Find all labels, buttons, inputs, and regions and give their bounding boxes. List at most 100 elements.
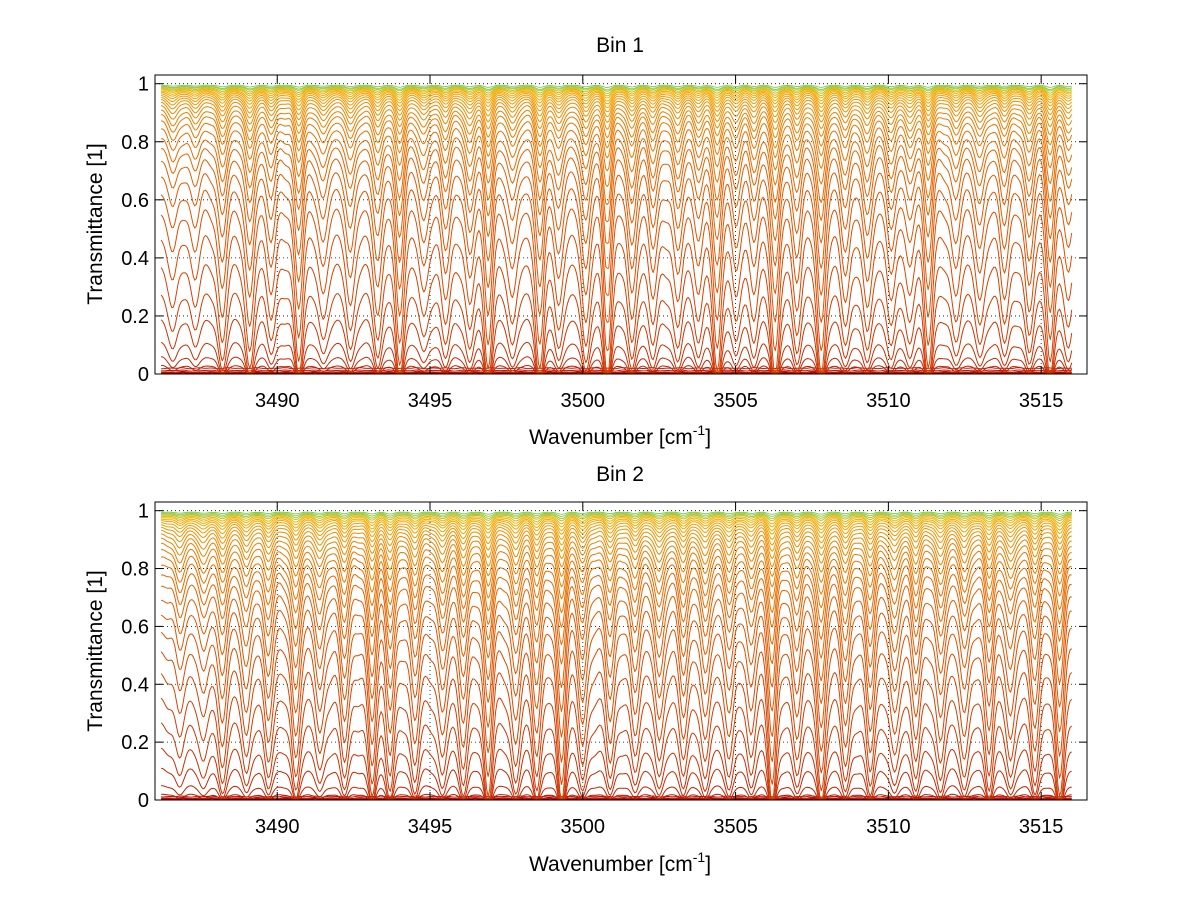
spectrum-series	[161, 514, 1072, 522]
spectrum-series	[160, 533, 1072, 568]
spectrum-series	[160, 171, 1073, 269]
x-ticks: 3490 3495 3500 3505 3510 3515	[255, 75, 1063, 412]
x-axis-label: Wavenumber [cm-1]	[529, 849, 711, 876]
spectrum-series	[160, 94, 1073, 113]
x-tick-label: 3515	[1019, 816, 1064, 838]
x-tick-label: 3510	[866, 816, 911, 838]
spectrum-series	[161, 785, 1072, 800]
y-tick-label: 1	[138, 501, 149, 523]
x-tick-label: 3495	[408, 390, 453, 412]
spectrum-series	[161, 513, 1072, 520]
spectrum-series	[160, 101, 1073, 130]
spectrum-series	[161, 563, 1072, 628]
y-tick-label: 0.4	[121, 248, 149, 270]
spectrum-series	[161, 555, 1072, 614]
x-tick-label: 3505	[713, 390, 758, 412]
y-ticks: 0 0.2 0.4 0.6 0.8 1	[121, 501, 1087, 812]
subplot-bin-1: Bin 1 3490 3495 3500 3505 3510 3515 0 0.2 0.4 0.…	[84, 34, 1088, 449]
spectrum-series	[161, 120, 1073, 172]
spectrum-series	[161, 87, 1072, 94]
x-ticks: 3490 3495 3500 3505 3510 3515	[255, 502, 1063, 838]
spectrum-series	[160, 98, 1073, 123]
spectrum-series	[161, 369, 1072, 372]
spectrum-series	[161, 88, 1072, 99]
x-tick-label: 3505	[713, 816, 758, 838]
spectrum-series	[160, 722, 1073, 800]
spectrum-series	[161, 523, 1072, 546]
spectrum-series	[160, 96, 1073, 118]
spectrum-series	[161, 367, 1072, 370]
spectrum-series	[160, 526, 1072, 552]
y-tick-label: 0.2	[121, 732, 149, 754]
spectrum-series	[161, 548, 1072, 600]
spectrum-series	[161, 370, 1072, 373]
x-tick-label: 3510	[866, 390, 911, 412]
spectrum-series	[160, 208, 1073, 323]
y-tick-label: 1	[138, 74, 149, 96]
spectrum-series	[160, 105, 1073, 139]
spectrum-series	[161, 88, 1072, 97]
plot-title: Bin 2	[596, 463, 644, 486]
spectrum-series	[161, 364, 1073, 374]
spectrum-series	[161, 114, 1073, 159]
y-axis-label: Transmittance [1]	[84, 570, 107, 731]
x-tick-label: 3490	[255, 816, 300, 838]
spectrum-series	[161, 90, 1072, 102]
spectrum-series	[160, 609, 1072, 712]
spectrum-series	[161, 793, 1072, 800]
spectrum-series	[161, 516, 1072, 528]
spectrum-series	[160, 356, 1073, 374]
x-axis-label: Wavenumber [cm-1]	[529, 422, 711, 449]
y-tick-label: 0.6	[121, 190, 149, 212]
spectrum-series	[161, 542, 1072, 588]
spectrum-series	[161, 86, 1072, 92]
spectrum-series	[161, 84, 1072, 88]
x-tick-label: 3515	[1019, 390, 1064, 412]
spectrum-series	[161, 127, 1073, 187]
y-tick-label: 0	[138, 790, 149, 812]
x-tick-label: 3500	[561, 390, 606, 412]
y-tick-label: 0.4	[121, 674, 149, 696]
spectrum-series	[160, 234, 1073, 352]
spectrum-series	[160, 188, 1073, 296]
y-tick-label: 0.6	[121, 616, 149, 638]
spectrum-series	[160, 109, 1073, 149]
spectrum-series	[160, 292, 1073, 374]
axes-box	[154, 74, 1088, 375]
y-axis-label: Transmittance [1]	[84, 143, 107, 304]
spectrum-series	[161, 518, 1072, 532]
spectrum-series	[161, 512, 1072, 517]
spectrum-series	[161, 144, 1073, 223]
spectrum-series	[160, 157, 1073, 244]
spectrum-series	[160, 647, 1072, 763]
axes-box	[154, 501, 1088, 801]
spectrum-series	[160, 529, 1072, 559]
spectrum-series	[160, 318, 1073, 374]
spectrum-series	[160, 263, 1073, 374]
spectrum-series	[161, 515, 1072, 525]
spectrum-series	[161, 797, 1072, 800]
spectrum-series	[161, 511, 1072, 515]
spectrum-series	[161, 85, 1072, 91]
series-group	[160, 511, 1073, 800]
spectrum-series	[160, 747, 1072, 800]
y-tick-label: 0	[138, 364, 149, 386]
spectrum-series	[160, 626, 1072, 738]
y-tick-label: 0.2	[121, 306, 149, 328]
spectrum-series	[161, 371, 1072, 374]
spectrum-series	[160, 696, 1073, 800]
subplot-bin-2: Bin 2 3490 3495 3500 3505 3510 3515 0 0.2 0.4 0.…	[84, 463, 1088, 876]
spectrum-series	[161, 582, 1072, 665]
spectrum-series	[161, 521, 1072, 540]
spectrum-series	[161, 572, 1072, 646]
spectrum-series	[161, 136, 1073, 205]
y-tick-label: 0.8	[121, 559, 149, 581]
spectrum-series	[161, 537, 1072, 577]
series-group	[160, 84, 1073, 374]
x-tick-label: 3495	[408, 816, 453, 838]
y-ticks: 0 0.2 0.4 0.6 0.8 1	[121, 74, 1087, 386]
spectrum-series	[160, 670, 1073, 785]
spectrum-series	[160, 767, 1072, 800]
spectrum-series	[161, 91, 1073, 105]
